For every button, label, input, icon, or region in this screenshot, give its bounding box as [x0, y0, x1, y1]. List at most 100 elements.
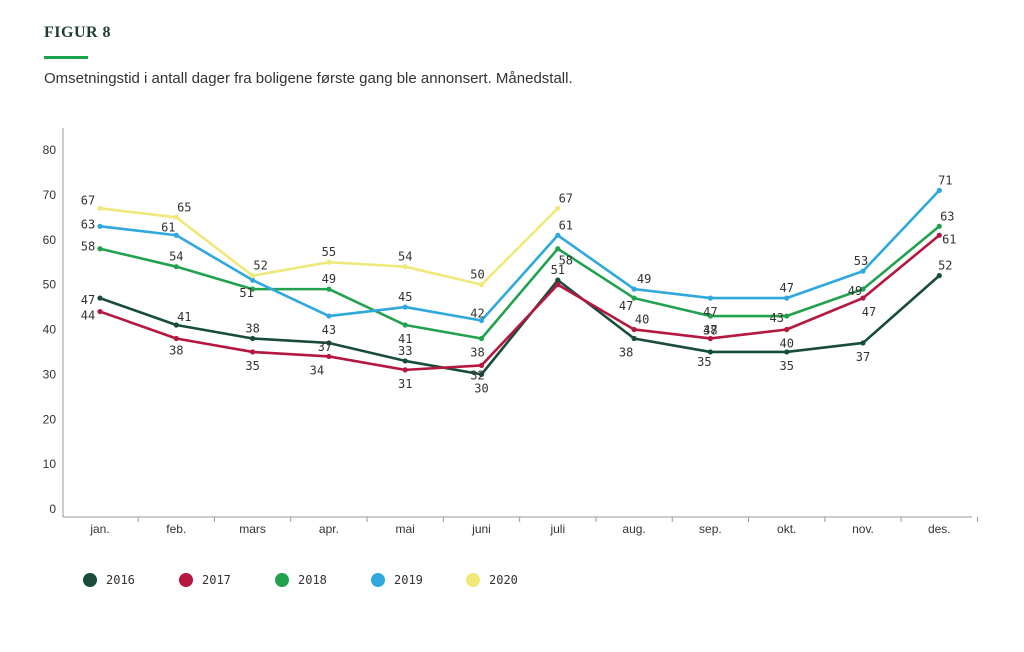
data-label-2019: 61: [161, 220, 175, 234]
data-point-2018: [250, 286, 256, 292]
data-point-2017: [784, 326, 790, 333]
data-label-2018: 43: [769, 311, 783, 325]
data-point-2017: [97, 308, 103, 315]
data-point-2019: [478, 317, 485, 324]
data-point-2020: [250, 273, 256, 279]
x-tick-labels: jan. feb. mars apr. mai juni juli aug. sep. okt. n…: [89, 517, 978, 536]
data-point-2019: [784, 295, 790, 301]
data-point-2018: [555, 246, 561, 252]
data-label-2016: 30: [474, 381, 488, 395]
series-points: [97, 187, 942, 377]
data-point-2018: [860, 286, 866, 292]
legend-swatch-2018: [275, 573, 289, 587]
series-line-2019: [98, 189, 941, 322]
data-label-2019: 43: [322, 323, 336, 337]
data-point-2020: [97, 205, 103, 211]
legend-label-2020: 2020: [489, 573, 518, 587]
data-point-2018: [173, 264, 179, 270]
data-label-2019: 47: [779, 281, 793, 295]
y-tick-label: 0: [49, 502, 56, 516]
data-point-2020: [402, 264, 408, 270]
data-point-2016: [707, 349, 714, 355]
legend-label-2019: 2019: [394, 573, 423, 587]
legend-swatch-2016: [83, 573, 97, 587]
data-label-2016: 35: [697, 355, 711, 369]
data-label-2017: 32: [470, 368, 484, 382]
data-label-2017: 38: [169, 343, 183, 357]
x-tick-label: mars: [239, 522, 266, 536]
data-point-2018: [478, 335, 485, 342]
data-point-2016: [860, 340, 866, 346]
figure-label: FIGUR 8: [44, 24, 112, 41]
data-label-2017: 31: [398, 377, 412, 391]
data-point-2016: [250, 335, 256, 342]
data-label-2016: 41: [177, 310, 191, 324]
data-label-2016: 37: [318, 340, 332, 354]
data-label-2018: 47: [703, 323, 717, 337]
x-tick-label: feb.: [166, 522, 186, 536]
data-label-2016: 47: [81, 293, 95, 307]
legend-swatch-2017: [179, 573, 193, 587]
data-point-2019: [707, 295, 714, 301]
series-line-2018: [98, 224, 941, 340]
data-label-2016: 51: [551, 263, 565, 277]
data-point-2019: [936, 187, 942, 193]
y-tick-label: 80: [43, 143, 57, 157]
data-point-2017: [555, 282, 561, 288]
y-tick-labels: 0 10 20 30 40 50 60 70 80: [43, 143, 57, 516]
x-tick-label: aug.: [622, 522, 645, 536]
data-point-2018: [631, 295, 637, 301]
data-point-2017: [250, 349, 256, 355]
data-point-2018: [936, 223, 942, 229]
series-lines: [98, 189, 941, 376]
data-point-2018: [707, 313, 714, 319]
legend: 2016 2017 2018 2019 2020: [83, 573, 518, 587]
y-tick-label: 30: [43, 367, 57, 381]
data-label-2016: 38: [245, 321, 259, 335]
data-label-2019: 42: [470, 307, 484, 321]
series-line-2016: [98, 274, 941, 376]
x-tick-label: jan.: [89, 522, 109, 536]
data-point-2019: [173, 232, 179, 238]
x-tick-label: okt.: [777, 522, 796, 536]
data-label-2017: 40: [635, 313, 649, 327]
x-tick-label: sep.: [699, 522, 722, 536]
data-label-2019: 47: [703, 305, 717, 319]
data-label-2017: 38: [703, 323, 717, 337]
data-label-2017: 40: [779, 337, 793, 351]
data-point-2019: [250, 277, 256, 283]
data-label-2020: 65: [177, 200, 191, 214]
data-label-2019: 49: [637, 272, 651, 286]
data-label-2019: 45: [398, 290, 412, 304]
data-label-2018: 38: [470, 345, 484, 359]
y-tick-label: 20: [43, 412, 57, 426]
y-tick-label: 70: [43, 188, 57, 202]
data-point-2019: [631, 286, 637, 292]
data-label-2017: 35: [245, 359, 259, 373]
data-label-2016: 35: [779, 359, 793, 373]
y-tick-label: 10: [43, 457, 57, 471]
data-point-2020: [326, 259, 332, 265]
data-point-2017: [936, 232, 942, 238]
data-point-2017: [326, 353, 332, 360]
data-label-2016: 37: [856, 350, 870, 364]
data-label-2017: 47: [862, 305, 876, 319]
data-point-2020: [173, 214, 179, 220]
data-point-2017: [707, 335, 714, 342]
data-point-2019: [860, 268, 866, 274]
legend-label-2017: 2017: [202, 573, 231, 587]
data-point-2017: [478, 362, 485, 368]
data-label-2018: 54: [169, 250, 183, 264]
series-line-2017: [98, 233, 941, 372]
data-label-2020: 67: [81, 193, 95, 207]
figure-accent-rule: [44, 56, 88, 59]
data-label-2016: 33: [398, 344, 412, 358]
data-label-2017: 61: [942, 232, 956, 246]
data-point-2016: [402, 358, 408, 364]
x-tick-label: apr.: [319, 522, 339, 536]
data-label-2018: 58: [559, 254, 573, 268]
data-label-2019: 63: [81, 217, 95, 231]
data-point-2019: [555, 232, 561, 238]
